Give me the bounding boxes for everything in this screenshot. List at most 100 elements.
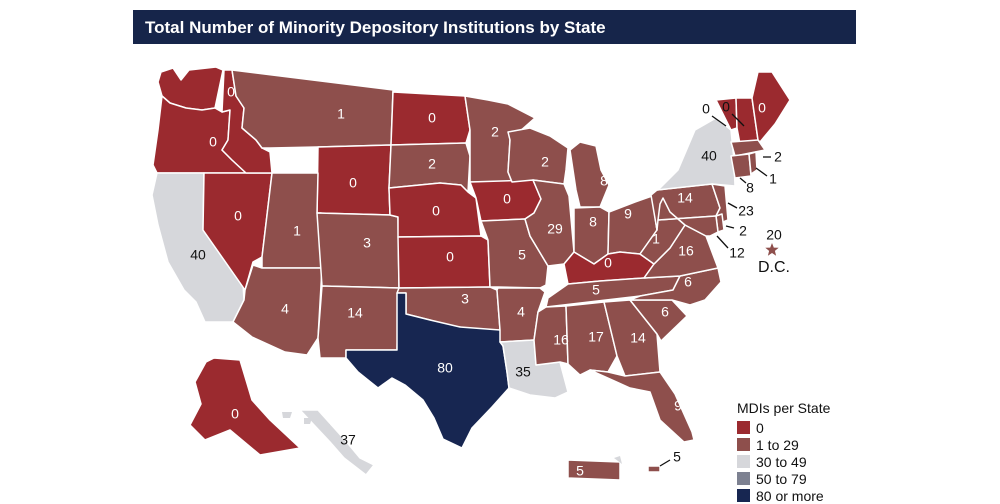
legend-swatch — [737, 472, 750, 485]
state-value-pa: 14 — [677, 190, 693, 206]
state-pr — [567, 459, 621, 481]
leader-line — [731, 113, 745, 127]
state-value-mn: 2 — [491, 124, 499, 140]
island-shape — [322, 424, 330, 430]
state-ny — [656, 117, 736, 191]
state-value-nj: 23 — [738, 203, 754, 219]
state-ne — [388, 182, 482, 238]
state-hi — [299, 409, 375, 476]
state-ct — [730, 153, 752, 179]
leader-line — [711, 115, 727, 127]
state-value-ny: 40 — [701, 148, 717, 164]
state-value-wv: 1 — [652, 231, 660, 247]
state-value-ms: 16 — [553, 332, 569, 348]
state-value-tn: 5 — [592, 282, 600, 298]
state-value-sc: 6 — [661, 304, 669, 320]
state-value-ne: 0 — [432, 203, 440, 219]
state-value-wi: 2 — [541, 154, 549, 170]
state-co — [316, 212, 400, 289]
legend-item: 50 to 79 — [737, 470, 857, 487]
leader-line — [727, 202, 738, 209]
state-wi — [507, 127, 569, 185]
state-mt — [231, 69, 394, 149]
state-value-nd: 0 — [428, 110, 436, 126]
state-ms — [533, 305, 569, 366]
state-value-vi: 5 — [673, 449, 681, 465]
state-ri — [748, 151, 758, 175]
leader-line — [716, 235, 729, 249]
state-fl — [589, 369, 695, 443]
state-value-ut: 1 — [293, 223, 301, 239]
state-value-ks: 0 — [446, 249, 454, 265]
state-tx — [345, 292, 510, 449]
legend-label: 50 to 79 — [756, 470, 807, 487]
state-value-mi: 8 — [600, 173, 608, 189]
dc-star-icon — [765, 243, 779, 256]
state-value-az: 4 — [281, 301, 289, 317]
state-value-ga: 14 — [630, 330, 646, 346]
state-value-hi: 37 — [340, 432, 356, 448]
legend-swatch — [737, 455, 750, 468]
state-value-in: 8 — [589, 214, 597, 230]
legend-item: 1 to 29 — [737, 436, 857, 453]
state-nm — [317, 285, 400, 359]
state-value-al: 17 — [588, 329, 604, 345]
state-value-va: 16 — [678, 243, 694, 259]
state-mi — [569, 141, 610, 208]
legend-label: 80 or more — [756, 487, 824, 504]
state-az — [232, 264, 323, 356]
state-value-nc: 6 — [684, 274, 692, 290]
island-shape — [282, 412, 292, 418]
legend-label: 30 to 49 — [756, 453, 807, 470]
state-value-ma: 2 — [774, 149, 782, 165]
state-value-de: 2 — [739, 223, 747, 239]
state-value-wy: 0 — [349, 175, 357, 191]
state-value-ok: 3 — [461, 291, 469, 307]
state-value-ak: 0 — [231, 406, 239, 422]
state-value-la: 35 — [515, 364, 531, 380]
map-title: Total Number of Minority Depository Inst… — [145, 18, 606, 37]
dc-label: D.C. — [758, 259, 790, 276]
state-value-mt: 1 — [337, 106, 345, 122]
legend-label: 0 — [756, 419, 764, 436]
legend-item: 30 to 49 — [737, 453, 857, 470]
state-value-fl: 9 — [674, 398, 682, 414]
state-value-vt: 0 — [702, 101, 710, 117]
state-value-or: 0 — [209, 134, 217, 150]
state-value-wa: 0 — [227, 84, 235, 100]
state-value-sd: 2 — [428, 156, 436, 172]
state-value-ca: 40 — [190, 247, 206, 263]
state-value-il: 29 — [547, 221, 563, 237]
state-value-nh: 0 — [722, 99, 730, 115]
leader-line — [659, 459, 671, 467]
state-value-ar: 4 — [517, 304, 525, 320]
state-il — [524, 179, 575, 267]
state-ma — [730, 139, 766, 157]
state-ak — [189, 357, 301, 456]
legend-label: 1 to 29 — [756, 436, 799, 453]
legend-title: MDIs per State — [737, 400, 831, 416]
state-value-ri: 1 — [769, 171, 777, 187]
state-value-nv: 0 — [234, 208, 242, 224]
island-shape — [304, 418, 312, 424]
dc-value: 20 — [766, 227, 782, 243]
leader-line — [725, 225, 735, 229]
state-md — [657, 197, 719, 237]
leader-line — [755, 167, 768, 177]
state-vi — [647, 465, 661, 473]
legend-item: 0 — [737, 419, 857, 436]
legend-item: 80 or more — [737, 487, 857, 504]
legend-swatch — [737, 489, 750, 502]
state-value-ct: 8 — [746, 180, 754, 196]
state-value-id: 0 — [272, 151, 280, 167]
state-value-me: 0 — [758, 100, 766, 116]
state-value-tx: 80 — [437, 360, 453, 376]
legend-swatch — [737, 421, 750, 434]
legend-swatch — [737, 438, 750, 451]
state-nc — [629, 267, 722, 306]
state-value-mo: 5 — [518, 247, 526, 263]
state-nd — [390, 91, 471, 146]
title-bar: Total Number of Minority Depository Inst… — [133, 10, 856, 44]
